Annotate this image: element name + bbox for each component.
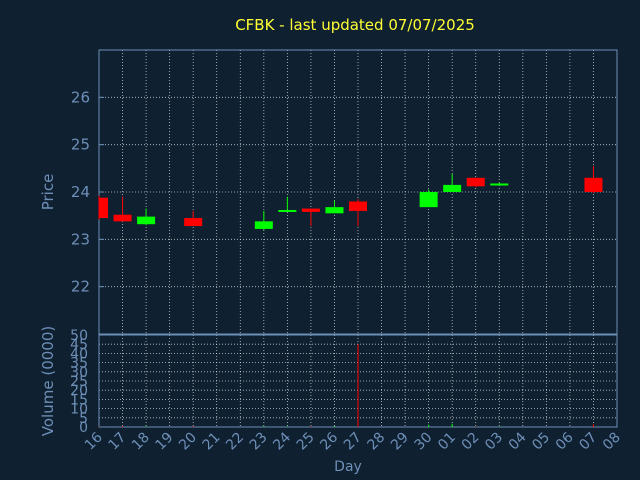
candle-body bbox=[349, 201, 367, 211]
x-tick-label: 06 bbox=[553, 429, 577, 453]
candle-body bbox=[137, 216, 156, 225]
candle-body bbox=[443, 184, 462, 192]
candle-body bbox=[466, 177, 485, 187]
volume-tick-label: 10 bbox=[70, 402, 88, 418]
volume-tick-label: 30 bbox=[70, 365, 88, 381]
x-tick-label: 25 bbox=[294, 430, 318, 454]
x-tick-label: 28 bbox=[364, 430, 388, 454]
x-axis: 16 17 18 19 20 21 22 23 24 25 26 27 28 29 30 01 02 03 04 05… bbox=[82, 429, 624, 453]
volume-tick-label: 45 bbox=[70, 337, 88, 353]
x-tick-label: 18 bbox=[129, 430, 153, 454]
candle-body bbox=[490, 183, 509, 186]
volume-tick-label: 50 bbox=[70, 328, 88, 344]
x-tick-label: 21 bbox=[200, 430, 224, 454]
x-tick-label: 20 bbox=[176, 430, 200, 454]
x-tick-label: 07 bbox=[576, 430, 600, 454]
x-tick-label: 01 bbox=[435, 430, 459, 454]
x-tick-label: 23 bbox=[247, 430, 271, 454]
x-tick-label: 04 bbox=[506, 429, 530, 453]
price-tick-label: 26 bbox=[71, 88, 90, 106]
volume-axis-label: Volume (0000) bbox=[39, 326, 57, 436]
volume-tick-label: 15 bbox=[70, 392, 88, 408]
chart-title: CFBK - last updated 07/07/2025 bbox=[235, 16, 475, 34]
candle-body bbox=[419, 192, 438, 208]
candle-body bbox=[113, 214, 132, 222]
volume-tick-label: 25 bbox=[70, 374, 88, 390]
candle-body bbox=[278, 209, 297, 212]
price-tick-label: 23 bbox=[71, 230, 90, 248]
candle-body bbox=[184, 218, 203, 227]
x-tick-label: 26 bbox=[317, 429, 341, 453]
x-tick-label: 30 bbox=[412, 430, 436, 454]
x-tick-label: 22 bbox=[223, 430, 247, 454]
candle-body bbox=[254, 221, 273, 229]
volume-tick-label: 20 bbox=[70, 383, 88, 399]
volume-tick-label: 0 bbox=[79, 420, 88, 436]
x-tick-label: 02 bbox=[459, 430, 483, 454]
volume-tick-label: 35 bbox=[70, 356, 88, 372]
x-tick-label: 29 bbox=[388, 430, 412, 454]
volume-tick-label: 40 bbox=[70, 346, 88, 362]
x-tick-label: 24 bbox=[270, 429, 294, 453]
x-tick-label: 05 bbox=[529, 430, 553, 454]
price-axis-label: Price bbox=[39, 174, 57, 211]
candle-body bbox=[584, 177, 603, 192]
x-tick-label: 03 bbox=[482, 430, 506, 454]
price-panel: 22 23 24 25 26 bbox=[71, 49, 618, 335]
candle-body bbox=[301, 208, 320, 212]
candle-body bbox=[99, 197, 108, 219]
price-tick-label: 25 bbox=[71, 136, 90, 154]
price-tick-label: 22 bbox=[71, 278, 90, 296]
x-tick-label: 17 bbox=[105, 430, 129, 454]
x-tick-label: 19 bbox=[153, 430, 177, 454]
price-tick-label: 24 bbox=[71, 183, 90, 201]
price-panel-frame bbox=[98, 49, 618, 335]
candle-body bbox=[325, 207, 344, 214]
x-tick-label: 27 bbox=[341, 430, 365, 454]
x-tick-label: 08 bbox=[600, 430, 624, 454]
volume-tick-label: 5 bbox=[79, 411, 88, 427]
x-axis-label: Day bbox=[334, 459, 362, 475]
